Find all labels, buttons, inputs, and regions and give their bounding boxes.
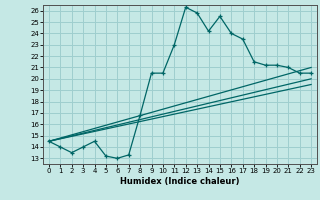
X-axis label: Humidex (Indice chaleur): Humidex (Indice chaleur) <box>120 177 240 186</box>
